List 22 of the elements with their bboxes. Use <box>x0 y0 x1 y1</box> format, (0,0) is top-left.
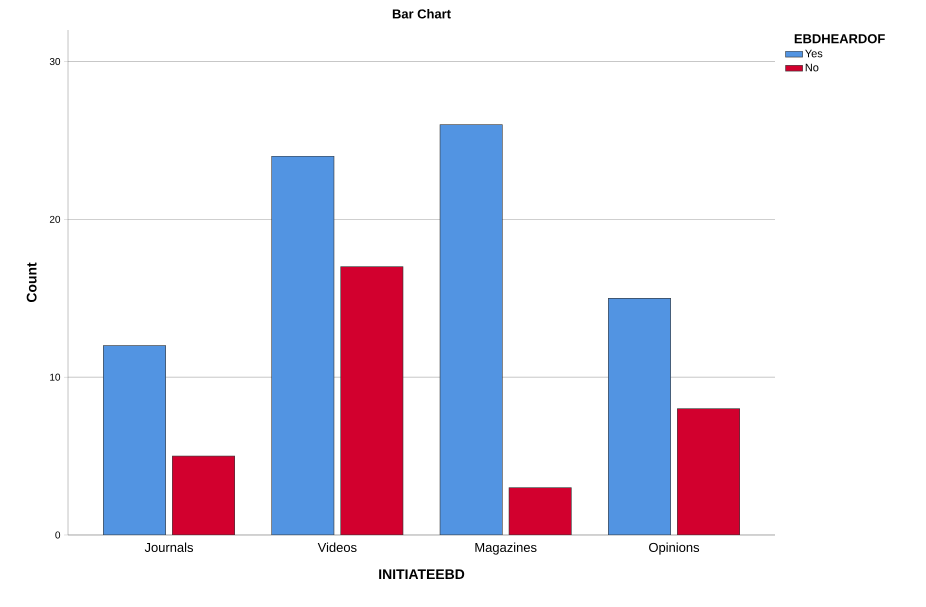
x-tick-label: Opinions <box>649 542 700 555</box>
x-tick-label: Videos <box>318 542 357 552</box>
y-tick-label: 30 <box>50 58 60 66</box>
bar <box>340 266 404 535</box>
legend-label: No <box>806 64 818 72</box>
bar <box>103 345 166 535</box>
legend-title: EBDHEARDOF <box>794 34 885 44</box>
bar <box>440 124 503 535</box>
x-tick-label: Magazines <box>475 542 537 555</box>
bar <box>508 487 572 535</box>
y-axis-title: Count <box>26 262 37 302</box>
chart-title: Bar Chart <box>392 8 451 18</box>
bar <box>677 408 740 535</box>
y-tick-label: 20 <box>50 216 60 223</box>
y-tick-label: 10 <box>50 374 60 381</box>
x-tick-label: Journals <box>144 542 194 552</box>
bar <box>172 456 235 535</box>
y-tick-label: 0 <box>55 531 60 539</box>
legend-label: Yes <box>805 50 822 58</box>
bar <box>271 156 334 535</box>
bar <box>608 298 671 535</box>
x-axis-title: INITIATEEBD <box>379 569 464 580</box>
